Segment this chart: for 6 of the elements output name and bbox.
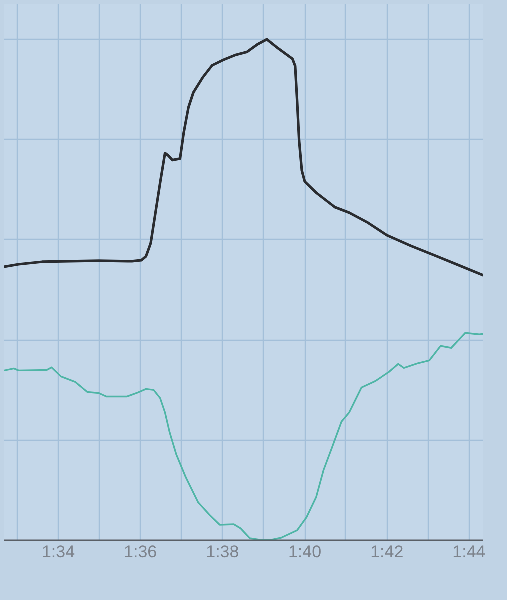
x-tick-label: 1:36 xyxy=(124,542,158,562)
x-tick-label: 1:38 xyxy=(206,542,240,562)
x-tick-label: 1:42 xyxy=(370,542,404,562)
x-tick-label: 1:34 xyxy=(42,542,76,562)
x-tick-label: 1:40 xyxy=(288,542,322,562)
x-tick-label: 1:44 xyxy=(452,542,486,562)
